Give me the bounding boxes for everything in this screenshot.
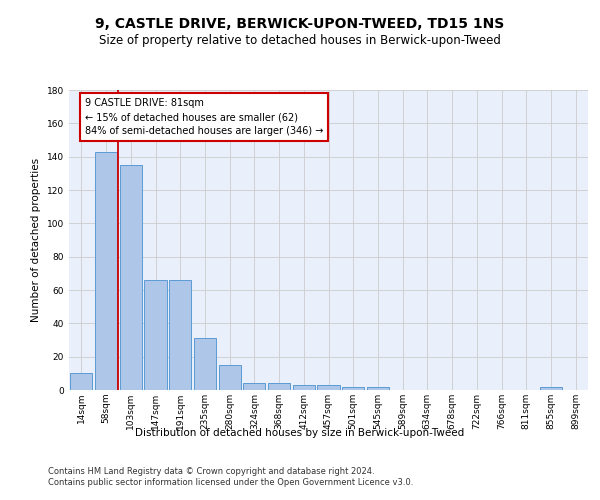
Bar <box>243 384 265 390</box>
Bar <box>119 165 142 390</box>
Bar <box>194 338 216 390</box>
Bar <box>367 386 389 390</box>
Text: Contains public sector information licensed under the Open Government Licence v3: Contains public sector information licen… <box>48 478 413 487</box>
Bar <box>95 152 117 390</box>
Bar <box>317 385 340 390</box>
Bar <box>70 374 92 390</box>
Text: 9 CASTLE DRIVE: 81sqm
← 15% of detached houses are smaller (62)
84% of semi-deta: 9 CASTLE DRIVE: 81sqm ← 15% of detached … <box>85 98 323 136</box>
Bar <box>218 365 241 390</box>
Text: Contains HM Land Registry data © Crown copyright and database right 2024.: Contains HM Land Registry data © Crown c… <box>48 467 374 476</box>
Text: Distribution of detached houses by size in Berwick-upon-Tweed: Distribution of detached houses by size … <box>136 428 464 438</box>
Bar <box>169 280 191 390</box>
Text: 9, CASTLE DRIVE, BERWICK-UPON-TWEED, TD15 1NS: 9, CASTLE DRIVE, BERWICK-UPON-TWEED, TD1… <box>95 18 505 32</box>
Bar <box>268 384 290 390</box>
Bar <box>145 280 167 390</box>
Text: Size of property relative to detached houses in Berwick-upon-Tweed: Size of property relative to detached ho… <box>99 34 501 47</box>
Bar <box>342 386 364 390</box>
Bar <box>293 385 315 390</box>
Y-axis label: Number of detached properties: Number of detached properties <box>31 158 41 322</box>
Bar <box>540 386 562 390</box>
